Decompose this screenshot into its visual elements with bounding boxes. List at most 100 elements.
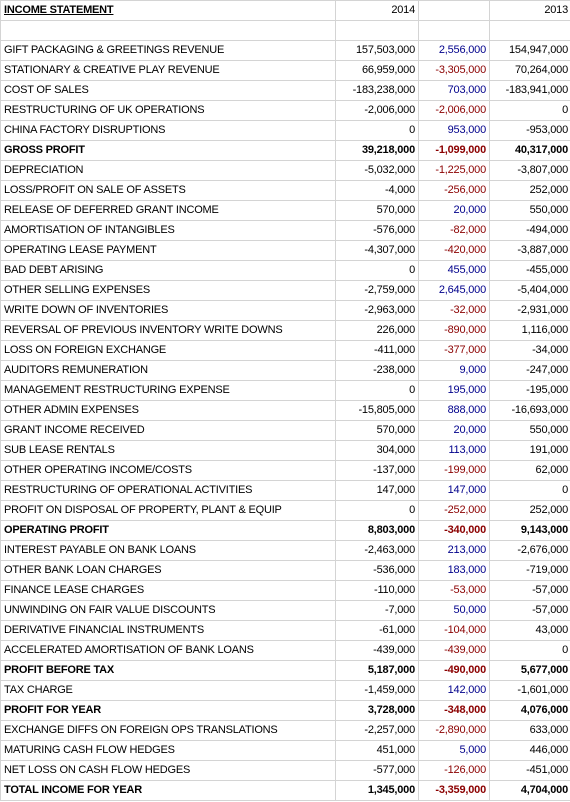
amount-cell: 0 xyxy=(336,261,418,280)
row-label: OPERATING LEASE PAYMENT xyxy=(1,241,335,260)
difference-cell: 703,000 xyxy=(419,81,489,100)
difference-cell: -439,000 xyxy=(419,641,489,660)
amount-cell: 226,000 xyxy=(336,321,418,340)
amount-cell: -34,000 xyxy=(490,341,570,360)
amount-cell: 550,000 xyxy=(490,421,570,440)
amount-cell: -2,463,000 xyxy=(336,541,418,560)
row-label: OPERATING PROFIT xyxy=(1,521,335,540)
row-label: NET LOSS ON CASH FLOW HEDGES xyxy=(1,761,335,780)
row-label: COST OF SALES xyxy=(1,81,335,100)
amount-cell: -5,404,000 xyxy=(490,281,570,300)
amount-cell: -1,459,000 xyxy=(336,681,418,700)
row-label: AUDITORS REMUNERATION xyxy=(1,361,335,380)
amount-cell: 191,000 xyxy=(490,441,570,460)
amount-cell: 0 xyxy=(490,481,570,500)
amount-cell: -15,805,000 xyxy=(336,401,418,420)
empty-cell xyxy=(336,21,418,40)
amount-cell: -137,000 xyxy=(336,461,418,480)
amount-cell: -57,000 xyxy=(490,601,570,620)
difference-cell: -256,000 xyxy=(419,181,489,200)
amount-cell: -455,000 xyxy=(490,261,570,280)
row-label: PROFIT BEFORE TAX xyxy=(1,661,335,680)
row-label: DEPRECIATION xyxy=(1,161,335,180)
row-label: OTHER OPERATING INCOME/COSTS xyxy=(1,461,335,480)
amount-cell: 39,218,000 xyxy=(336,141,418,160)
amount-cell: 570,000 xyxy=(336,421,418,440)
row-label: OTHER ADMIN EXPENSES xyxy=(1,401,335,420)
amount-cell: -238,000 xyxy=(336,361,418,380)
amount-cell: -576,000 xyxy=(336,221,418,240)
row-label: GROSS PROFIT xyxy=(1,141,335,160)
difference-cell: -2,890,000 xyxy=(419,721,489,740)
row-label: MATURING CASH FLOW HEDGES xyxy=(1,741,335,760)
row-label: RESTRUCTURING OF UK OPERATIONS xyxy=(1,101,335,120)
difference-cell: 183,000 xyxy=(419,561,489,580)
row-label: DERIVATIVE FINANCIAL INSTRUMENTS xyxy=(1,621,335,640)
amount-cell: 157,503,000 xyxy=(336,41,418,60)
row-label: RESTRUCTURING OF OPERATIONAL ACTIVITIES xyxy=(1,481,335,500)
amount-cell: 5,187,000 xyxy=(336,661,418,680)
amount-cell: -494,000 xyxy=(490,221,570,240)
amount-cell: -577,000 xyxy=(336,761,418,780)
amount-cell: -7,000 xyxy=(336,601,418,620)
year-header: 2014 xyxy=(336,1,418,20)
amount-cell: -2,759,000 xyxy=(336,281,418,300)
difference-cell: -890,000 xyxy=(419,321,489,340)
difference-cell: -340,000 xyxy=(419,521,489,540)
row-label: GRANT INCOME RECEIVED xyxy=(1,421,335,440)
amount-cell: -451,000 xyxy=(490,761,570,780)
row-label: UNWINDING ON FAIR VALUE DISCOUNTS xyxy=(1,601,335,620)
row-label: PROFIT ON DISPOSAL OF PROPERTY, PLANT & … xyxy=(1,501,335,520)
amount-cell: 66,959,000 xyxy=(336,61,418,80)
amount-cell: -2,676,000 xyxy=(490,541,570,560)
amount-cell: -439,000 xyxy=(336,641,418,660)
difference-cell: -3,359,000 xyxy=(419,781,489,800)
difference-cell: -82,000 xyxy=(419,221,489,240)
amount-cell: -719,000 xyxy=(490,561,570,580)
amount-cell: 4,704,000 xyxy=(490,781,570,800)
title-cell: INCOME STATEMENT xyxy=(1,1,335,20)
amount-cell: 0 xyxy=(336,501,418,520)
difference-cell: 147,000 xyxy=(419,481,489,500)
difference-cell: 455,000 xyxy=(419,261,489,280)
row-label: WRITE DOWN OF INVENTORIES xyxy=(1,301,335,320)
difference-cell: 2,556,000 xyxy=(419,41,489,60)
amount-cell: -4,000 xyxy=(336,181,418,200)
amount-cell: 40,317,000 xyxy=(490,141,570,160)
difference-cell: -1,225,000 xyxy=(419,161,489,180)
empty-cell xyxy=(1,21,335,40)
empty-cell xyxy=(490,21,570,40)
amount-cell: 4,076,000 xyxy=(490,701,570,720)
amount-cell: 0 xyxy=(490,641,570,660)
difference-cell: 5,000 xyxy=(419,741,489,760)
amount-cell: -1,601,000 xyxy=(490,681,570,700)
difference-cell: -420,000 xyxy=(419,241,489,260)
amount-cell: 446,000 xyxy=(490,741,570,760)
difference-cell: -199,000 xyxy=(419,461,489,480)
amount-cell: 570,000 xyxy=(336,201,418,220)
amount-cell: -536,000 xyxy=(336,561,418,580)
amount-cell: -2,931,000 xyxy=(490,301,570,320)
amount-cell: -2,257,000 xyxy=(336,721,418,740)
difference-cell: 213,000 xyxy=(419,541,489,560)
difference-cell: -490,000 xyxy=(419,661,489,680)
amount-cell: 252,000 xyxy=(490,181,570,200)
difference-cell: 142,000 xyxy=(419,681,489,700)
amount-cell: -5,032,000 xyxy=(336,161,418,180)
amount-cell: -411,000 xyxy=(336,341,418,360)
amount-cell: 9,143,000 xyxy=(490,521,570,540)
difference-cell: -3,305,000 xyxy=(419,61,489,80)
difference-cell: 113,000 xyxy=(419,441,489,460)
difference-cell: -252,000 xyxy=(419,501,489,520)
difference-cell: 195,000 xyxy=(419,381,489,400)
amount-cell: -247,000 xyxy=(490,361,570,380)
amount-cell: 3,728,000 xyxy=(336,701,418,720)
amount-cell: 5,677,000 xyxy=(490,661,570,680)
difference-cell: -126,000 xyxy=(419,761,489,780)
row-label: OTHER BANK LOAN CHARGES xyxy=(1,561,335,580)
row-label: STATIONARY & CREATIVE PLAY REVENUE xyxy=(1,61,335,80)
amount-cell: 304,000 xyxy=(336,441,418,460)
amount-cell: -57,000 xyxy=(490,581,570,600)
amount-cell: -61,000 xyxy=(336,621,418,640)
